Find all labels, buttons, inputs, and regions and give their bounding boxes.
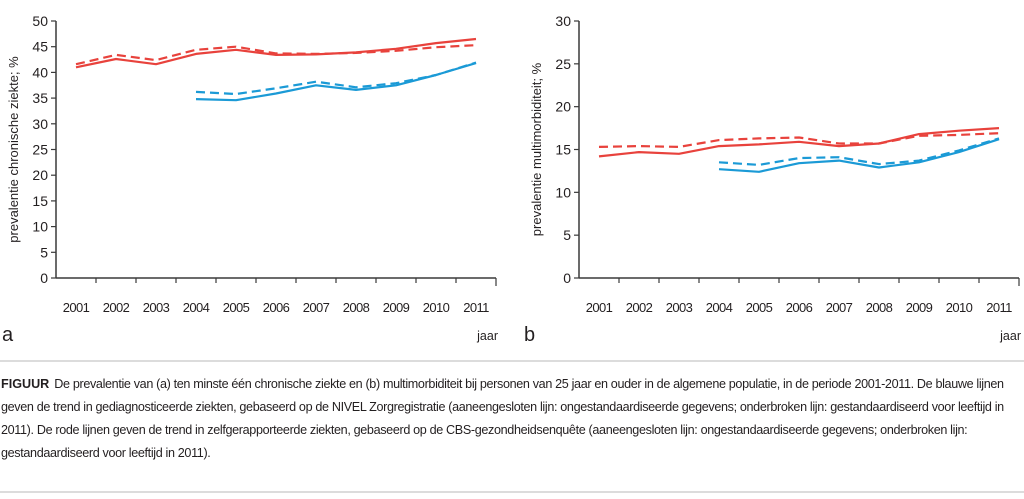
y-tick-label: 35 (32, 90, 48, 106)
series-line-blue-solid (195, 62, 477, 102)
y-tick-label: 45 (32, 39, 48, 55)
x-tick-label: 2007 (303, 300, 330, 315)
x-tick-label: 2006 (786, 300, 813, 315)
series-line-blue-solid (718, 138, 1000, 173)
chart-panel-a: 0 5 10 15 20 25 30 35 40 45 50 2001 2002 2003 2004 2005… (2, 13, 498, 346)
chart-panel-b: 0 5 10 15 20 25 30 2001 2002 2003 2004 2005 2006 2007… (524, 13, 1021, 346)
y-tick-label: 10 (32, 219, 48, 235)
series-line-blue-dashed (195, 61, 477, 96)
y-tick-label: 25 (555, 56, 571, 72)
series-line-red-solid (75, 37, 477, 69)
x-tick-label: 2001 (63, 300, 90, 315)
x-tick-label: 2011 (986, 300, 1012, 315)
series-line-red-dashed (598, 132, 1000, 148)
y-tick-label: 0 (563, 270, 571, 286)
series-line-blue-dashed (718, 137, 1000, 166)
y-tick-label: 40 (32, 64, 48, 80)
x-tick-label: 2005 (223, 300, 250, 315)
x-tick-label: 2005 (746, 300, 773, 315)
divider-top (0, 360, 1024, 362)
y-tick-label: 10 (555, 184, 571, 200)
caption-text: De prevalentie van (a) ten minste één ch… (1, 377, 1004, 460)
series-line-red-solid (598, 127, 1000, 158)
x-tick-label: 2001 (586, 300, 613, 315)
y-tick-label: 20 (555, 99, 571, 115)
y-tick-label: 25 (32, 142, 48, 158)
caption-label: FIGUUR (1, 377, 50, 391)
x-tick-label: 2009 (906, 300, 933, 315)
x-tick-label: 2007 (826, 300, 853, 315)
y-tick-label: 15 (555, 142, 571, 158)
panel-label: a (2, 324, 14, 346)
x-tick-label: 2002 (103, 300, 130, 315)
x-tick-label: 2008 (866, 300, 893, 315)
x-tick-label: 2006 (263, 300, 290, 315)
y-tick-label: 30 (32, 116, 48, 132)
x-tick-label: 2010 (423, 300, 450, 315)
y-tick-label: 5 (563, 227, 571, 243)
series-line-red-dashed (75, 44, 477, 66)
figure-caption: FIGUUR De prevalentie van (a) ten minste … (1, 373, 1021, 465)
y-axis-label: prevalentie chronische ziekte; % (6, 56, 21, 243)
x-tick-label: 2008 (343, 300, 370, 315)
panel-label: b (524, 324, 535, 346)
x-tick-label: 2009 (383, 300, 410, 315)
x-tick-label: 2010 (946, 300, 973, 315)
y-tick-label: 50 (32, 13, 48, 29)
y-tick-label: 0 (40, 270, 48, 286)
x-tick-label: 2004 (183, 300, 210, 315)
y-tick-label: 5 (40, 244, 48, 260)
x-tick-label: 2003 (666, 300, 693, 315)
y-tick-label: 20 (32, 167, 48, 183)
x-tick-label: 2004 (706, 300, 733, 315)
x-tick-label: 2011 (463, 300, 489, 315)
x-tick-label: 2002 (626, 300, 653, 315)
y-tick-label: 30 (555, 13, 571, 29)
divider-bottom (0, 491, 1024, 493)
x-axis-label: jaar (476, 329, 498, 343)
y-tick-label: 15 (32, 193, 48, 209)
y-axis-label: prevalentie multimorbiditeit; % (529, 62, 544, 236)
x-tick-label: 2003 (143, 300, 170, 315)
x-axis-label: jaar (999, 329, 1021, 343)
